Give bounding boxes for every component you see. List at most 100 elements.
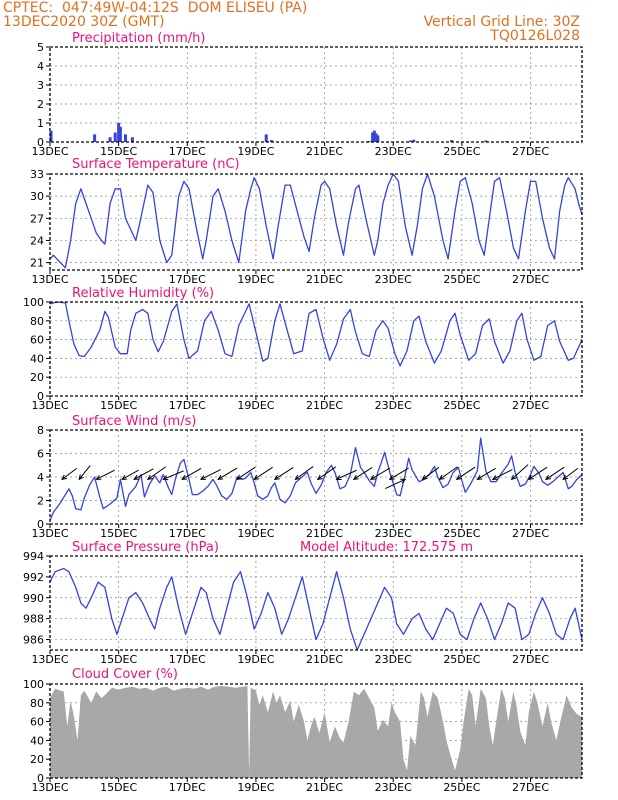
precip-bar-15: [374, 133, 378, 142]
wind-wind-arrow-head-11: [253, 474, 260, 480]
temp-ytick-label-1: 24: [30, 234, 44, 247]
temp-xtick-label-7: 27DEC: [512, 273, 549, 286]
rh-xtick-label-0: 13DEC: [31, 399, 68, 412]
pres-ytick-label-3: 992: [23, 571, 44, 584]
wind-wind-arrow-0: [61, 467, 77, 480]
rh-ytick-label-5: 100: [23, 296, 44, 309]
cloud-xtick-label-1: 15DEC: [100, 781, 137, 794]
rh-xtick-label-1: 15DEC: [100, 399, 137, 412]
temp-xtick-label-0: 13DEC: [31, 273, 68, 286]
temp-xtick-label-3: 19DEC: [237, 273, 274, 286]
temp-frame: [49, 173, 583, 271]
precip-bar-1: [93, 134, 97, 142]
wind-wind-arrow-head-15: [335, 475, 342, 480]
rh-ytick-label-4: 80: [30, 315, 44, 328]
rh-series-line: [49, 301, 583, 367]
wind-wind-arrow-head-24: [491, 475, 498, 480]
wind-wind-arrow-4: [133, 468, 154, 480]
precip-bar-10: [264, 134, 268, 142]
pres-xtick-label-1: 15DEC: [100, 653, 137, 666]
wind-wind-arrow-head-23: [476, 474, 483, 480]
pres-title: Surface Pressure (hPa): [72, 540, 219, 555]
wind-wind-arrow-head-17: [369, 474, 376, 480]
pres-ytick-label-1: 988: [23, 613, 44, 626]
rh-xtick-label-3: 19DEC: [237, 399, 274, 412]
precip-bar-19: [450, 140, 454, 142]
wind-xtick-label-2: 17DEC: [169, 527, 206, 540]
precip-bar-2: [108, 137, 112, 142]
wind-ytick-label-2: 4: [37, 471, 44, 484]
wind-wind-arrow-11: [253, 466, 273, 480]
header: CPTEC: 047:49W-04:12S DOM ELISEU (PA) 13…: [0, 0, 618, 44]
wind-wind-arrow-head-21: [438, 474, 445, 481]
precip-ytick-label-3: 3: [37, 79, 44, 92]
precip-bar-16: [376, 135, 380, 142]
wind-wind-arrow-15: [336, 469, 357, 480]
cloud-ytick-label-4: 80: [30, 697, 44, 710]
cloud-ytick-label-0: 0: [37, 772, 44, 785]
pres-xtick-label-5: 23DEC: [375, 653, 412, 666]
wind-wind-arrow-head-28: [562, 474, 569, 481]
wind-wind-arrow-head-0: [61, 474, 68, 481]
wind-wind-arrow-7: [181, 467, 202, 480]
rh-ytick-label-0: 0: [37, 390, 44, 403]
wind-wind-arrow-6: [163, 470, 184, 480]
rh-xtick-label-4: 21DEC: [306, 399, 343, 412]
precip-xtick-label-0: 13DEC: [31, 145, 68, 158]
rh-xtick-label-2: 17DEC: [169, 399, 206, 412]
wind-wind-arrow-10: [236, 466, 256, 480]
rh-xtick-label-6: 25DEC: [443, 399, 480, 412]
wind-wind-arrow-head-26: [527, 474, 534, 480]
cloud-ytick-label-3: 60: [30, 716, 44, 729]
wind-wind-arrow-head-1: [78, 474, 84, 481]
cloud-title: Cloud Cover (%): [72, 667, 178, 682]
precip-bar-6: [124, 134, 128, 142]
precip-xtick-label-6: 25DEC: [443, 145, 480, 158]
cloud-xtick-label-4: 21DEC: [306, 781, 343, 794]
wind-wind-arrow-head-20: [421, 474, 428, 481]
pres-xtick-label-4: 21DEC: [306, 653, 343, 666]
wind-wind-arrow-27: [545, 466, 565, 480]
precip-bar-13: [371, 132, 375, 142]
wind-wind-arrow-head-18: [388, 474, 395, 480]
wind-wind-arrow-8: [200, 469, 221, 480]
wind-wind-arrow-9: [217, 467, 238, 480]
pres-series-line: [49, 567, 583, 651]
wind-xtick-label-1: 15DEC: [100, 527, 137, 540]
wind-wind-arrow-21: [439, 466, 458, 480]
precip-bar-7: [130, 137, 134, 142]
temp-xtick-label-4: 21DEC: [306, 273, 343, 286]
wind-ytick-label-4: 8: [37, 424, 44, 437]
wind-xtick-label-4: 21DEC: [306, 527, 343, 540]
wind-wind-arrow-14: [317, 466, 337, 480]
wind-series-line: [49, 437, 583, 521]
temp-title: Surface Temperature (nC): [72, 157, 240, 172]
rh-ytick-label-3: 60: [30, 334, 44, 347]
temp-ytick-label-0: 21: [30, 257, 44, 270]
precip-ytick-label-0: 0: [37, 136, 44, 149]
cloud-xtick-label-0: 13DEC: [31, 781, 68, 794]
wind-wind-arrow-20: [422, 467, 440, 480]
cloud-xtick-label-7: 27DEC: [512, 781, 549, 794]
pres-xtick-label-2: 17DEC: [169, 653, 206, 666]
precip-bar-11: [269, 140, 273, 142]
wind-wind-arrow-head-12: [273, 474, 280, 480]
precip-ytick-label-2: 2: [37, 98, 44, 111]
cloud-xtick-label-2: 17DEC: [169, 781, 206, 794]
precip-bar-3: [113, 132, 117, 142]
temp-xtick-label-6: 25DEC: [443, 273, 480, 286]
wind-wind-arrow-head-8: [199, 475, 207, 480]
cloud-xtick-label-3: 19DEC: [237, 781, 274, 794]
wind-wind-arrow-2: [96, 469, 115, 480]
wind-xtick-label-0: 13DEC: [31, 527, 68, 540]
wind-wind-arrow-17: [370, 467, 391, 480]
header-model: TQ0126L028: [490, 28, 580, 44]
cloud-xtick-label-6: 25DEC: [443, 781, 480, 794]
rh-ytick-label-2: 40: [30, 352, 44, 365]
wind-wind-arrow-19: [385, 478, 406, 490]
wind-ytick-label-3: 6: [37, 448, 44, 461]
precip-bar-0: [49, 130, 53, 142]
wind-wind-arrow-head-6: [162, 475, 169, 481]
cloud-frame: [49, 683, 583, 779]
pres-xtick-label-6: 25DEC: [443, 653, 480, 666]
